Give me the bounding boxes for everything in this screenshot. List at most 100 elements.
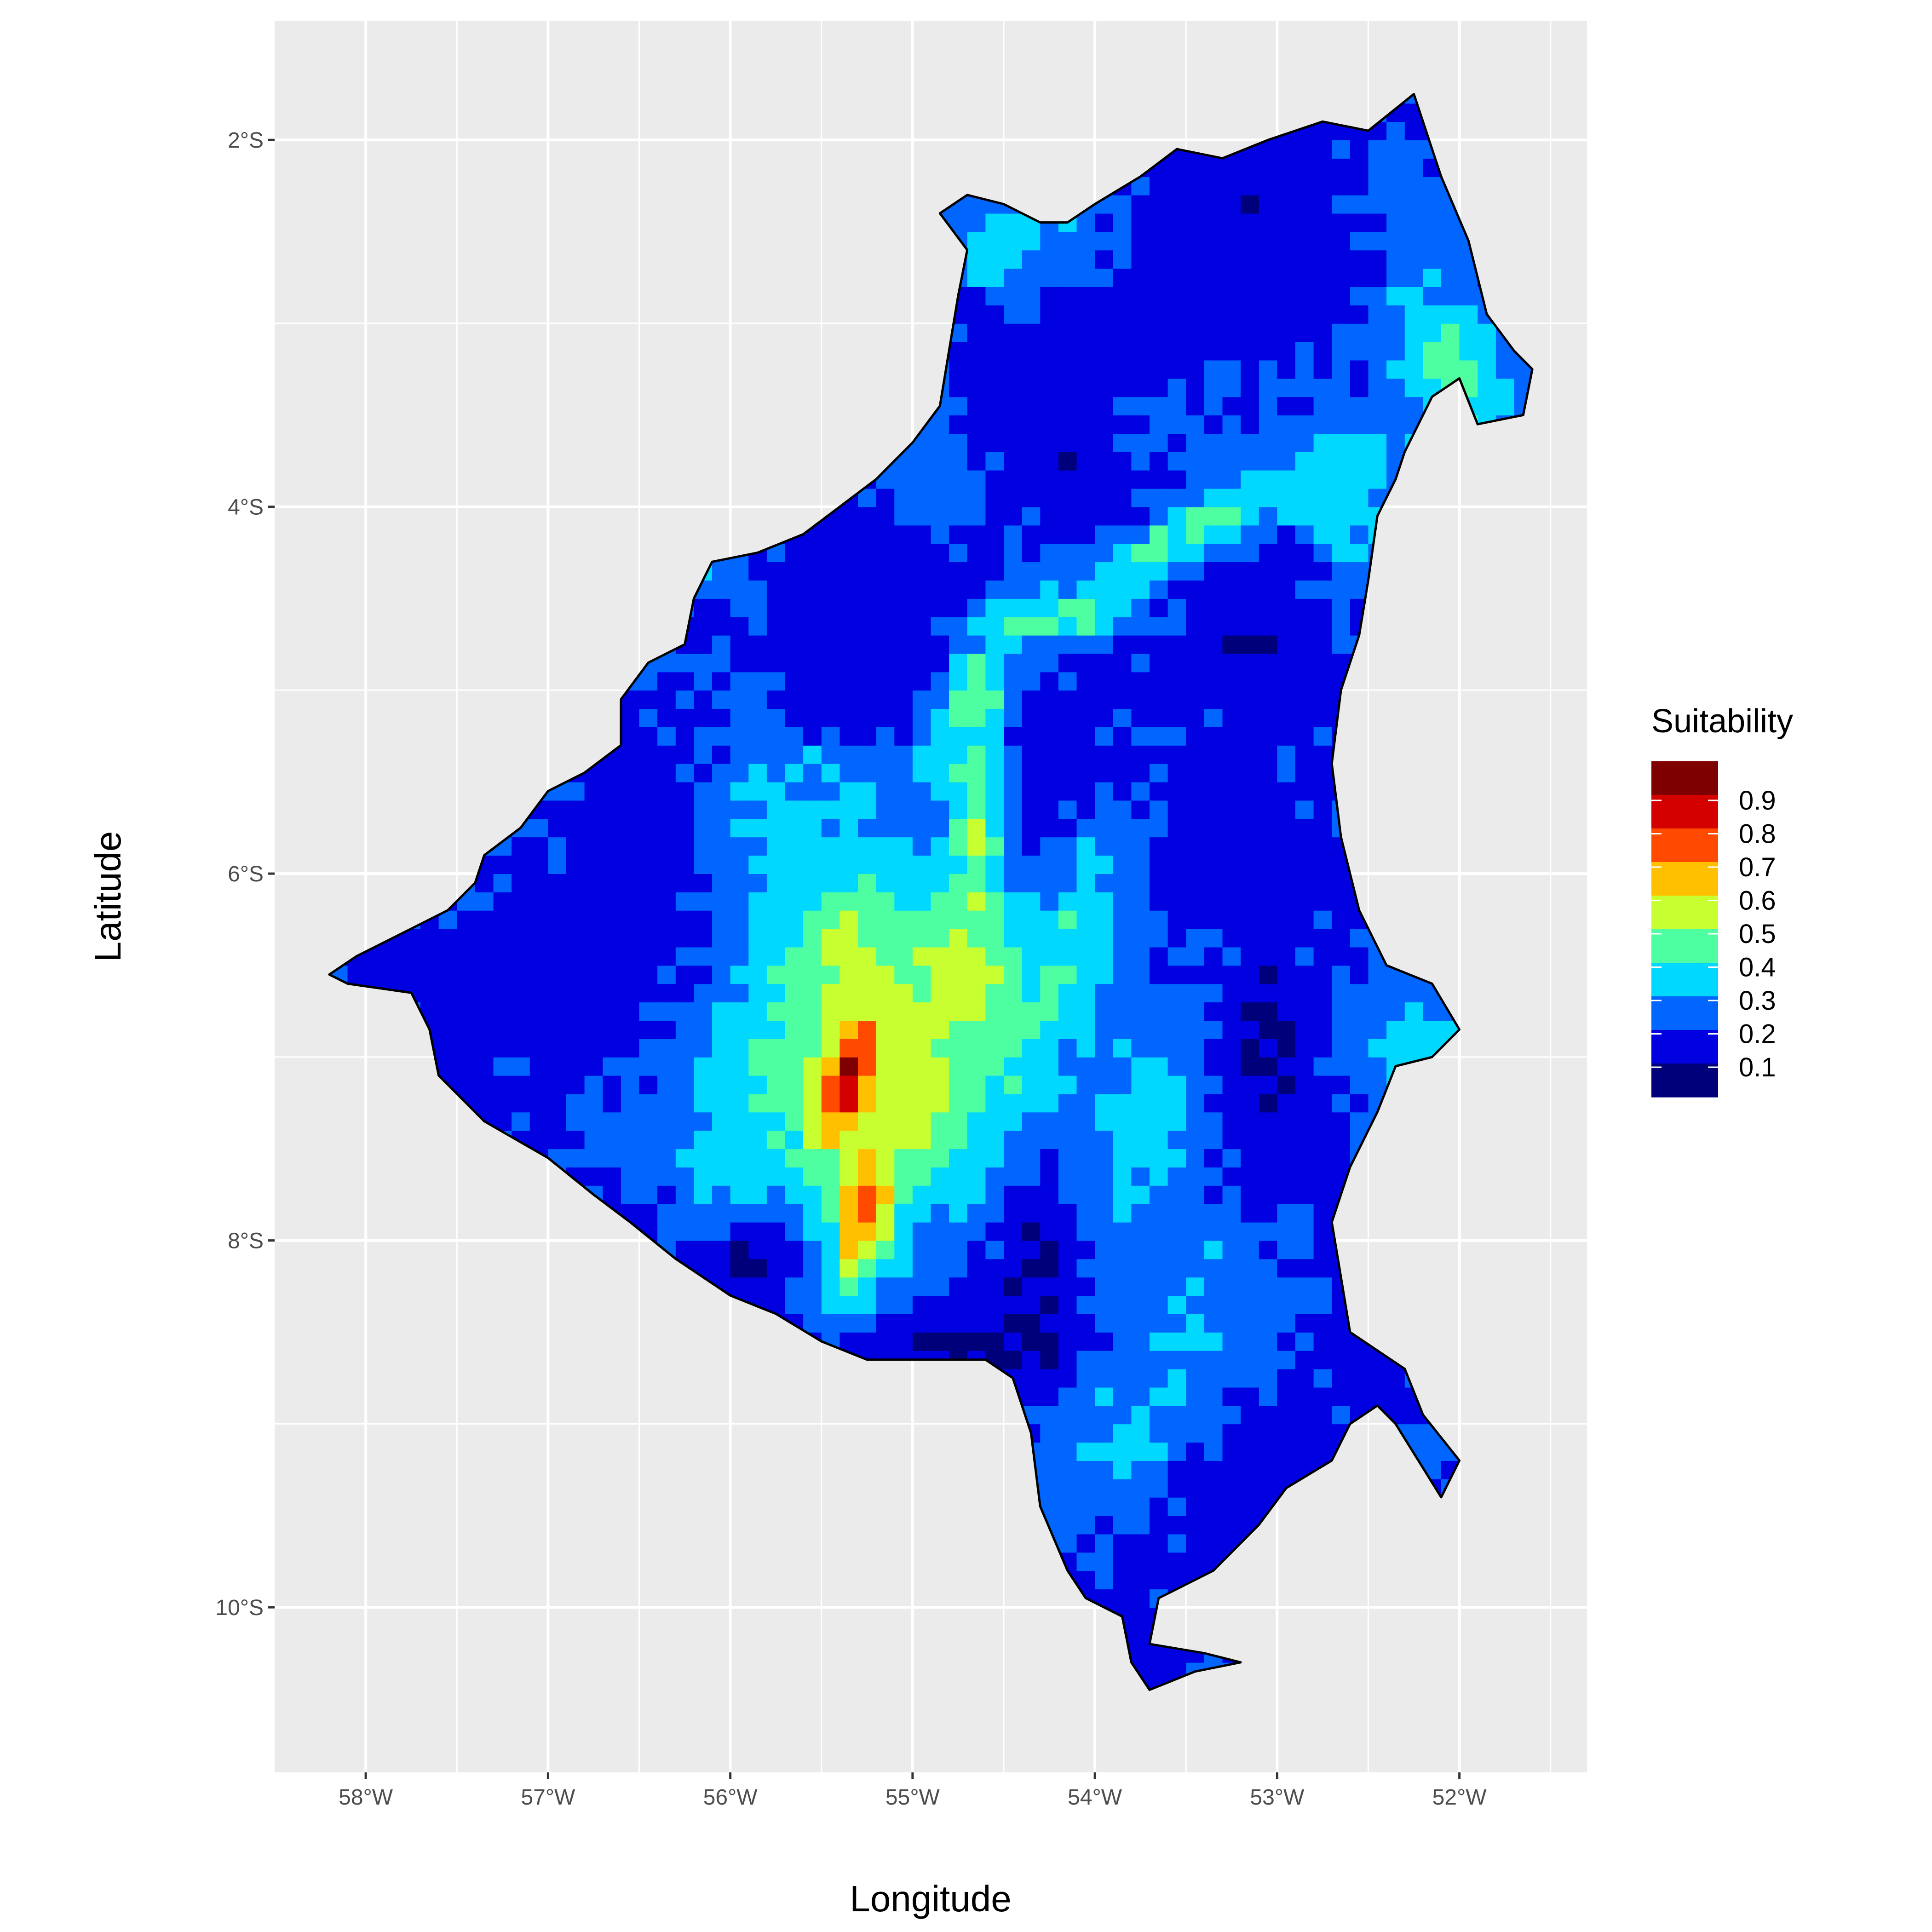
raster-cell [694, 1075, 713, 1094]
raster-cell [876, 983, 895, 1003]
raster-cell [894, 562, 913, 581]
raster-cell [1295, 397, 1314, 416]
raster-cell [1150, 525, 1168, 544]
raster-cell [1295, 965, 1314, 984]
raster-cell [1167, 341, 1186, 361]
raster-cell [1167, 965, 1186, 984]
raster-cell [730, 598, 749, 617]
raster-cell [712, 1222, 731, 1241]
raster-cell [1076, 983, 1095, 1003]
raster-cell [730, 1130, 749, 1150]
raster-cell [730, 635, 749, 654]
raster-cell [766, 1002, 786, 1021]
raster-cell [1186, 506, 1205, 526]
raster-cell [931, 1057, 949, 1076]
raster-cell [603, 837, 621, 856]
raster-cell [1131, 1002, 1150, 1021]
raster-cell [840, 763, 858, 782]
raster-cell [785, 672, 804, 691]
raster-cell [858, 928, 877, 948]
raster-cell [1204, 653, 1223, 673]
raster-cell [1004, 965, 1023, 984]
raster-cell [1040, 1350, 1059, 1369]
raster-cell [785, 562, 804, 581]
raster-cell [621, 800, 640, 819]
raster-cell [931, 525, 949, 544]
raster-cell [1004, 525, 1023, 544]
raster-cell [1167, 1552, 1186, 1571]
raster-cell [1259, 1093, 1278, 1113]
raster-cell [1167, 360, 1186, 379]
raster-cell [876, 598, 895, 617]
raster-cell [1113, 672, 1132, 691]
raster-cell [1113, 1167, 1132, 1186]
raster-cell [1295, 708, 1314, 727]
raster-cell [1204, 708, 1223, 727]
raster-cell [967, 1020, 986, 1039]
raster-cell [1040, 488, 1059, 507]
raster-cell [1259, 598, 1278, 617]
raster-cell [785, 782, 804, 801]
raster-cell [1259, 874, 1278, 892]
raster-cell [1150, 1662, 1168, 1681]
raster-cell [1186, 1039, 1205, 1058]
raster-cell [1277, 1203, 1296, 1223]
raster-cell [840, 1259, 858, 1278]
raster-cell [694, 653, 713, 673]
raster-cell [1095, 1314, 1114, 1333]
raster-cell [1076, 1387, 1095, 1406]
raster-cell [1277, 397, 1296, 416]
raster-cell [1186, 1075, 1205, 1094]
raster-cell [1167, 1130, 1186, 1150]
raster-cell [766, 1149, 786, 1167]
raster-cell [1222, 653, 1241, 673]
raster-cell [840, 928, 858, 948]
raster-cell [1150, 1552, 1168, 1571]
raster-cell [1167, 1368, 1186, 1388]
raster-cell [1204, 818, 1223, 838]
raster-cell [931, 983, 949, 1003]
raster-cell [985, 1222, 1004, 1241]
raster-cell [1277, 672, 1296, 691]
raster-cell [967, 341, 986, 361]
raster-cell [621, 1039, 640, 1058]
raster-cell [1167, 745, 1186, 764]
raster-cell [912, 1332, 932, 1351]
raster-cell [1040, 818, 1059, 838]
raster-cell [912, 1112, 932, 1131]
raster-cell [931, 1002, 949, 1021]
raster-cell [1241, 983, 1259, 1003]
raster-cell [1040, 745, 1059, 764]
raster-cell [1058, 1222, 1077, 1241]
raster-cell [785, 1167, 804, 1186]
raster-cell [1131, 1515, 1150, 1535]
raster-cell [840, 1240, 858, 1259]
raster-cell [1113, 323, 1132, 342]
raster-cell [766, 1039, 786, 1058]
raster-cell [475, 965, 494, 984]
raster-cell [1241, 323, 1259, 342]
raster-cell [949, 488, 968, 507]
raster-cell [694, 800, 713, 819]
raster-cell [876, 1039, 895, 1058]
raster-cell [949, 1277, 968, 1296]
raster-cell [1058, 965, 1077, 984]
raster-cell [1040, 452, 1059, 471]
raster-cell [1204, 1424, 1223, 1443]
raster-cell [566, 874, 585, 892]
raster-cell [475, 892, 494, 911]
raster-cell [1167, 1259, 1186, 1278]
raster-cell [985, 378, 1004, 397]
raster-cell [949, 1020, 968, 1039]
raster-cell [912, 965, 932, 984]
raster-cell [894, 506, 913, 526]
raster-cell [1204, 1112, 1223, 1131]
raster-cell [1222, 690, 1241, 709]
raster-cell [985, 745, 1004, 764]
raster-cell [1222, 965, 1241, 984]
raster-cell [949, 727, 968, 746]
raster-cell [1150, 305, 1168, 324]
raster-cell [1095, 1222, 1114, 1241]
raster-cell [967, 378, 986, 397]
raster-cell [748, 653, 767, 673]
